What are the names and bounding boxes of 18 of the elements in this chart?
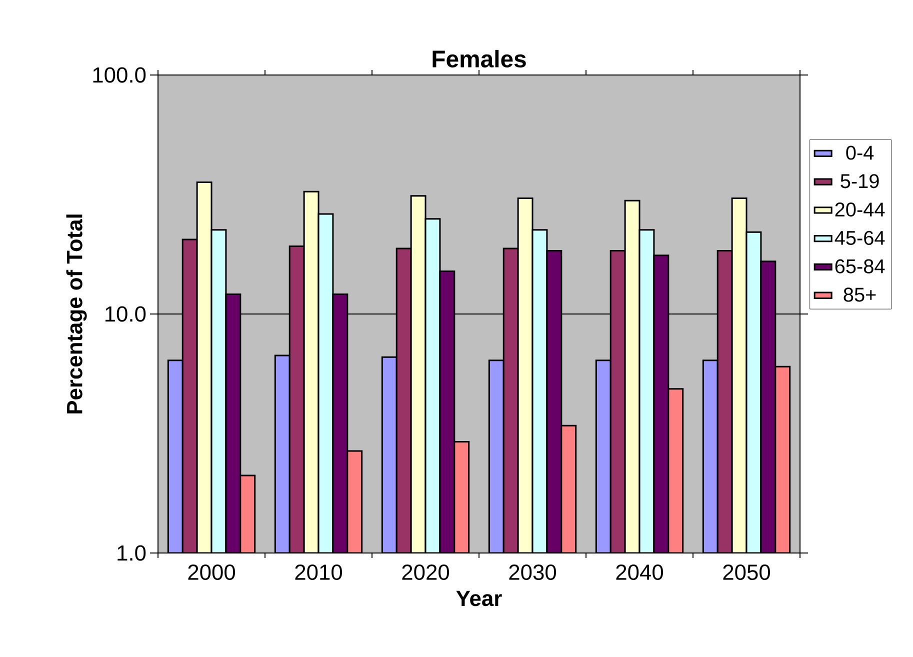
y-tick-label: 10.0 — [106, 306, 146, 322]
x-axis-title: Year — [456, 590, 502, 606]
legend-label: 85+ — [844, 288, 876, 302]
legend-label: 5-19 — [840, 174, 879, 188]
y-tick-label: 1.0 — [118, 545, 146, 561]
x-tick-label: 2040 — [616, 564, 664, 580]
x-tick-label: 2020 — [402, 564, 450, 580]
chart-title: Females — [432, 50, 526, 68]
x-tick-label: 2050 — [723, 564, 770, 580]
legend-label: 0-4 — [846, 146, 874, 160]
x-tick-label: 2010 — [295, 564, 342, 580]
legend-label: 20-44 — [835, 202, 885, 217]
y-tick-label: 100.0 — [93, 67, 146, 83]
x-tick-label: 2000 — [188, 564, 236, 580]
legend-label: 65-84 — [835, 259, 885, 274]
y-axis-title: Percentage of Total — [66, 214, 87, 414]
legend-label: 45-64 — [834, 230, 885, 245]
x-tick-label: 2030 — [509, 564, 556, 580]
